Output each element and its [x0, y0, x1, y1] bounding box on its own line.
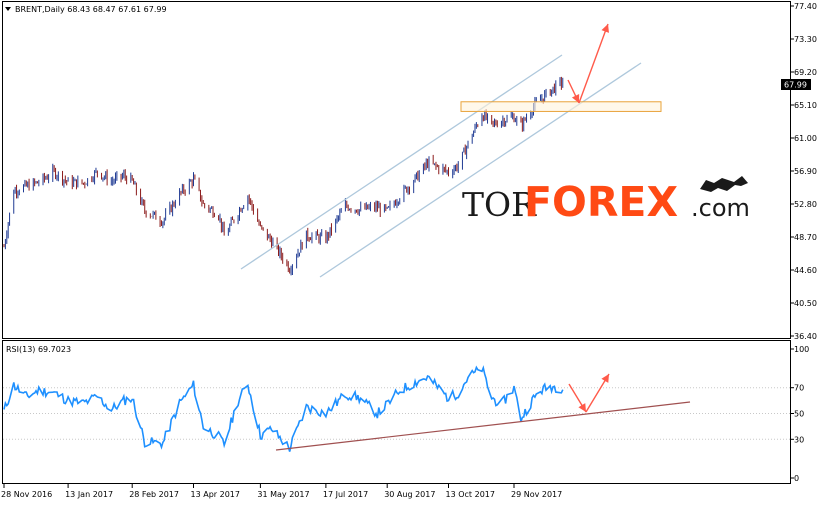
channel-lower-line — [319, 62, 642, 278]
torforex-logo: TOR FOREX .com — [462, 176, 750, 226]
rsi-y-axis: 100 70 50 30 0 — [3, 345, 809, 483]
x-tick-label: 13 Jan 2017 — [65, 490, 113, 499]
channel-upper-line — [240, 54, 563, 270]
rsi-trendline — [275, 401, 691, 451]
price-header: BRENT,Daily 68.43 68.47 67.61 67.99 — [5, 5, 167, 14]
rsi-y-tick-label: 30 — [794, 435, 804, 444]
forecast-arrow-down-head — [571, 94, 580, 103]
x-tick-label: 31 May 2017 — [257, 490, 309, 499]
current-price-marker: 67.99 — [781, 79, 811, 90]
x-tick-label: 17 Jul 2017 — [323, 490, 368, 499]
forecast-arrow-up-head — [601, 24, 609, 33]
current-price-label: 67.99 — [784, 81, 807, 90]
price-y-axis: 77.40 73.30 69.20 65.10 61.00 56.90 52.80 48.70… — [790, 2, 817, 341]
price-y-tick-label: 69.20 — [794, 68, 817, 77]
rsi-header-text: RSI(13) 69.7023 — [6, 345, 71, 354]
svg-text:TOR: TOR — [462, 185, 537, 224]
price-y-tick-label: 40.50 — [794, 299, 817, 308]
price-y-tick-label: 61.00 — [794, 134, 817, 143]
rsi-y-tick-label: 70 — [794, 384, 804, 393]
overlays — [240, 23, 691, 451]
rsi-forecast-arrow-down-head — [578, 403, 586, 412]
price-pane — [2, 1, 791, 339]
bull-bear-icon — [700, 176, 748, 192]
x-tick-label: 29 Nov 2017 — [511, 490, 562, 499]
price-y-tick-label: 65.10 — [794, 101, 817, 110]
rsi-y-tick-label: 100 — [794, 345, 809, 354]
rsi-y-tick-label: 0 — [794, 474, 799, 483]
price-y-tick-label: 77.40 — [794, 2, 817, 11]
price-y-tick-label: 44.60 — [794, 266, 817, 275]
x-tick-label: 13 Oct 2017 — [446, 490, 495, 499]
rsi-pane — [2, 340, 791, 484]
resistance-zone — [460, 101, 662, 112]
x-tick-label: 28 Feb 2017 — [129, 490, 179, 499]
rsi-line — [3, 365, 564, 452]
x-tick-label: 28 Nov 2016 — [1, 490, 52, 499]
menu-triangle-icon[interactable] — [5, 7, 11, 11]
price-y-tick-label: 73.30 — [794, 35, 817, 44]
x-tick-label: 30 Aug 2017 — [384, 490, 435, 499]
x-tick-label: 13 Apr 2017 — [191, 490, 240, 499]
svg-text:.com: .com — [691, 194, 750, 222]
rsi-series — [3, 365, 564, 452]
x-axis: 28 Nov 2016 13 Jan 2017 28 Feb 2017 13 Apr … — [1, 484, 562, 499]
svg-text:FOREX: FOREX — [524, 178, 678, 226]
rsi-y-tick-label: 50 — [794, 410, 804, 419]
forecast-arrow-up — [578, 23, 609, 104]
price-y-tick-label: 36.40 — [794, 332, 817, 341]
price-y-tick-label: 48.70 — [794, 233, 817, 242]
rsi-forecast-arrow-up-head — [601, 374, 609, 383]
price-header-text: BRENT,Daily 68.43 68.47 67.61 67.99 — [15, 5, 167, 14]
price-y-tick-label: 52.80 — [794, 200, 817, 209]
price-y-tick-label: 56.90 — [794, 167, 817, 176]
